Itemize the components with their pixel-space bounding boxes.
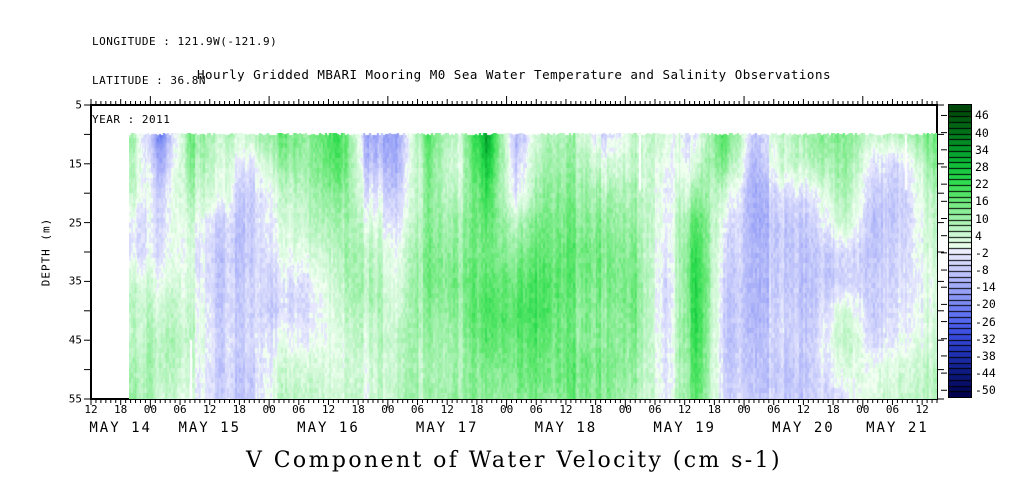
x-day-label: MAY 20 — [772, 420, 835, 436]
x-hour-label: 12 — [203, 403, 216, 416]
x-hour-label: 06 — [648, 403, 661, 416]
colorbar-label: -8 — [975, 263, 989, 277]
x-hour-label: 12 — [441, 403, 454, 416]
colorbar-label: 22 — [975, 177, 989, 191]
colorbar-label: 4 — [975, 229, 982, 243]
x-hour-label: 12 — [322, 403, 335, 416]
x-hour-label: 00 — [381, 403, 394, 416]
y-tick-label: 15 — [50, 157, 82, 170]
x-hour-label: 00 — [500, 403, 513, 416]
x-hour-label: 18 — [233, 403, 246, 416]
colorbar-label: 16 — [975, 194, 989, 208]
colorbar-label: 46 — [975, 108, 989, 122]
figure: LONGITUDE : 121.9W(-121.9) LATITUDE : 36… — [0, 0, 1009, 504]
x-hour-label: 00 — [144, 403, 157, 416]
x-day-label: MAY 16 — [297, 420, 360, 436]
x-hour-label: 06 — [886, 403, 899, 416]
colorbar-label: -50 — [975, 383, 996, 397]
colorbar — [948, 104, 972, 398]
y-tick-label: 35 — [50, 275, 82, 288]
x-day-label: MAY 17 — [416, 420, 479, 436]
x-hour-label: 06 — [411, 403, 424, 416]
x-hour-label: 12 — [916, 403, 929, 416]
y-tick-label: 25 — [50, 216, 82, 229]
colorbar-label: 28 — [975, 160, 989, 174]
x-hour-label: 12 — [797, 403, 810, 416]
x-day-label: MAY 18 — [535, 420, 598, 436]
x-hour-label: 00 — [262, 403, 275, 416]
colorbar-label: -38 — [975, 349, 996, 363]
colorbar-label: 10 — [975, 212, 989, 226]
x-hour-label: 18 — [826, 403, 839, 416]
x-hour-label: 00 — [619, 403, 632, 416]
x-hour-label: 06 — [530, 403, 543, 416]
colorbar-label: 40 — [975, 126, 989, 140]
x-hour-label: 18 — [470, 403, 483, 416]
y-tick-label: 5 — [50, 99, 82, 112]
x-hour-label: 06 — [767, 403, 780, 416]
heatmap-canvas — [129, 133, 937, 399]
x-hour-label: 12 — [559, 403, 572, 416]
x-hour-label: 18 — [589, 403, 602, 416]
x-hour-label: 06 — [292, 403, 305, 416]
colorbar-label: -26 — [975, 315, 996, 329]
x-hour-label: 00 — [856, 403, 869, 416]
x-hour-label: 18 — [708, 403, 721, 416]
x-hour-label: 00 — [737, 403, 750, 416]
x-hour-label: 12 — [84, 403, 97, 416]
colorbar-label: 34 — [975, 143, 989, 157]
x-hour-label: 18 — [114, 403, 127, 416]
colorbar-label: -32 — [975, 332, 996, 346]
y-tick-label: 45 — [50, 334, 82, 347]
x-hour-label: 18 — [352, 403, 365, 416]
colorbar-label: -2 — [975, 246, 989, 260]
colorbar-label: -44 — [975, 366, 996, 380]
x-day-label: MAY 15 — [178, 420, 241, 436]
colorbar-label: -20 — [975, 297, 996, 311]
x-day-label: MAY 19 — [653, 420, 716, 436]
caption: V Component of Water Velocity (cm s-1) — [246, 448, 782, 473]
x-hour-label: 12 — [678, 403, 691, 416]
x-day-label: MAY 14 — [89, 420, 152, 436]
x-day-label: MAY 21 — [866, 420, 929, 436]
colorbar-label: -14 — [975, 280, 996, 294]
x-hour-label: 06 — [173, 403, 186, 416]
y-tick-label: 55 — [50, 393, 82, 406]
